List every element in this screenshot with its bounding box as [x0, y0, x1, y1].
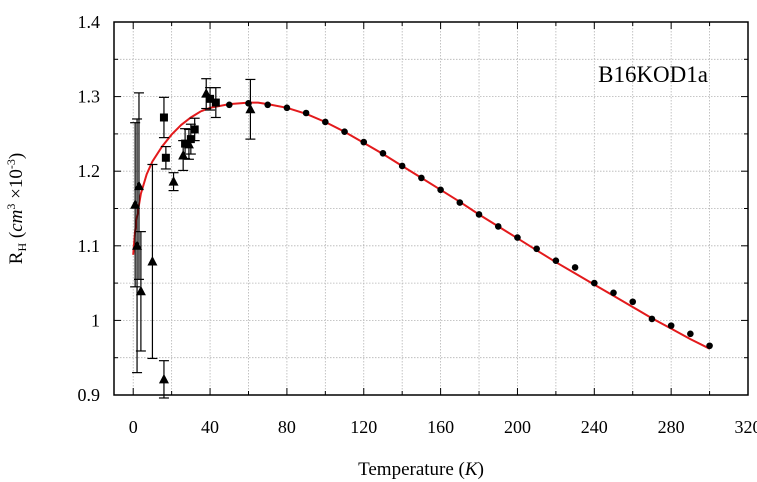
triangle-marker — [183, 138, 194, 149]
circle-marker — [571, 264, 579, 271]
circle-marker — [667, 322, 675, 329]
triangle-marker — [245, 103, 256, 114]
square-marker — [211, 98, 220, 107]
x-tick-label: 0 — [129, 417, 138, 437]
circle-marker — [360, 138, 368, 146]
y-tick-label: 1 — [91, 310, 100, 330]
x-tick-label: 200 — [504, 417, 531, 437]
y-axis-label-sub: H — [15, 243, 29, 252]
y-axis-label-exp2: -3 — [4, 159, 18, 169]
circle-marker — [610, 289, 617, 297]
x-axis-label: Temperature (K) — [358, 459, 484, 480]
x-tick-label: 160 — [427, 417, 454, 437]
circle-marker — [398, 162, 406, 170]
x-tick-label: 320 — [735, 417, 757, 437]
square-marker — [206, 94, 215, 103]
y-axis-label-exp: 3 — [4, 204, 18, 210]
circle-marker — [591, 279, 598, 287]
chart-annotation: B16KOD1a — [598, 62, 708, 87]
circle-marker — [687, 330, 694, 338]
tick-labels: 0 40 80 120 160 200 240 280 320 0.9 1 1.1 1.2 1.3 1.4 — [78, 12, 757, 437]
circle-marker — [264, 101, 271, 109]
data-markers — [130, 88, 713, 384]
circle-marker — [552, 257, 560, 265]
circle-marker — [456, 199, 464, 206]
x-tick-label: 280 — [658, 417, 685, 437]
triangle-marker — [168, 176, 179, 186]
x-tick-label: 120 — [350, 417, 377, 437]
circle-marker — [514, 234, 521, 241]
y-axis-label: RH (cm3 ×10-3) — [4, 153, 29, 264]
circle-marker — [322, 118, 329, 126]
x-tick-label: 80 — [278, 417, 296, 437]
circle-marker — [533, 245, 540, 253]
triangle-marker — [132, 240, 143, 250]
y-tick-label: 1.4 — [78, 12, 101, 32]
y-axis-label-main: R — [6, 251, 27, 264]
square-marker — [190, 125, 199, 134]
circle-marker — [283, 104, 291, 112]
x-axis-label-close: ) — [478, 459, 484, 480]
circle-marker — [629, 298, 637, 306]
square-marker — [186, 135, 195, 144]
y-axis-label-close: ) — [6, 153, 27, 159]
triangle-marker — [158, 373, 169, 384]
square-marker — [181, 139, 190, 148]
circle-marker — [494, 223, 502, 230]
y-axis-label-mult: ×10 — [6, 169, 27, 203]
circle-marker — [225, 101, 233, 109]
triangle-marker — [130, 199, 141, 209]
triangle-marker — [135, 285, 146, 296]
circle-marker — [379, 149, 387, 157]
y-tick-label: 1.2 — [78, 161, 101, 181]
x-tick-label: 40 — [201, 417, 219, 437]
x-tick-label: 240 — [581, 417, 608, 437]
y-axis-label-unit: cm — [6, 210, 27, 232]
circle-marker — [706, 342, 713, 350]
circle-marker — [302, 109, 310, 117]
circle-marker — [437, 186, 444, 194]
y-tick-label: 0.9 — [78, 385, 101, 405]
triangle-marker — [201, 88, 212, 98]
triangle-marker — [133, 180, 144, 191]
x-axis-label-unit: K — [464, 459, 479, 480]
fit-curve-group — [132, 101, 711, 350]
y-tick-label: 1.3 — [78, 87, 101, 107]
circle-marker — [475, 211, 483, 218]
fit-curve — [132, 101, 711, 350]
x-axis-label-text: Temperature ( — [358, 459, 465, 480]
circle-marker — [648, 315, 656, 323]
circle-marker — [418, 174, 425, 182]
y-axis-label-open: ( — [6, 232, 27, 243]
square-marker — [161, 153, 170, 162]
circle-marker — [341, 128, 348, 135]
plot-frame — [113, 21, 749, 396]
triangle-marker — [178, 150, 189, 160]
y-tick-label: 1.1 — [78, 236, 101, 256]
triangle-marker — [147, 255, 158, 266]
square-marker — [159, 113, 168, 122]
